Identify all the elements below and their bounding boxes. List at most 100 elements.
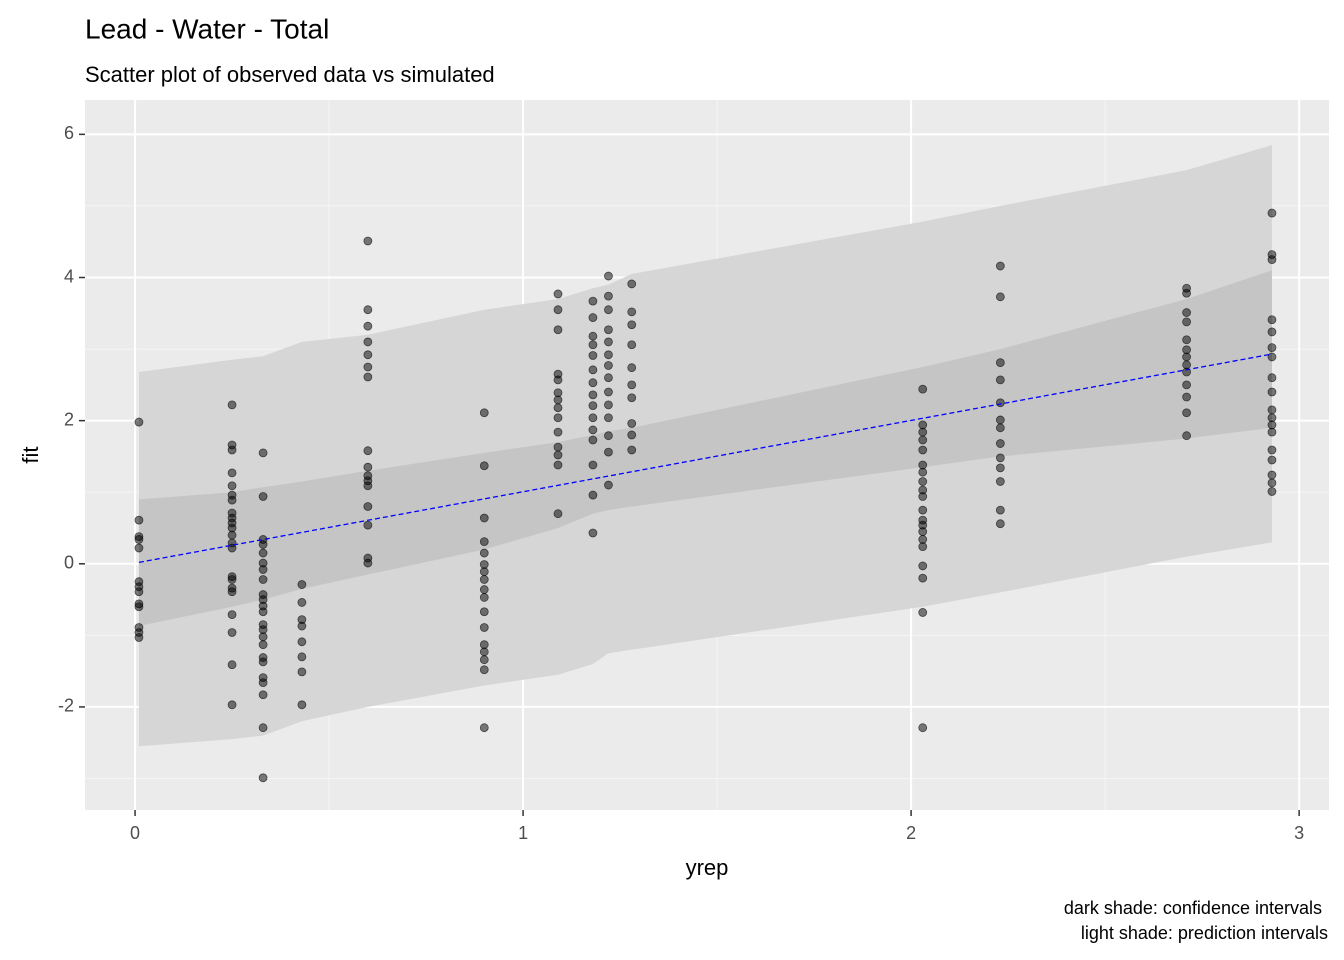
point xyxy=(1182,288,1191,298)
point xyxy=(227,495,237,505)
point xyxy=(604,361,613,370)
point xyxy=(627,393,637,403)
point xyxy=(258,723,268,733)
point xyxy=(604,387,613,397)
point xyxy=(479,623,489,632)
point xyxy=(1182,308,1191,317)
point xyxy=(258,575,268,584)
point xyxy=(227,400,237,410)
point xyxy=(995,358,1005,368)
point xyxy=(134,633,144,642)
point xyxy=(297,621,307,631)
point xyxy=(363,462,373,472)
point xyxy=(604,431,613,441)
point xyxy=(1267,352,1277,362)
point xyxy=(588,296,598,306)
point xyxy=(363,446,373,456)
point xyxy=(1267,255,1277,265)
point xyxy=(627,363,637,373)
fit-line xyxy=(138,353,1273,563)
point xyxy=(918,435,928,445)
point xyxy=(604,413,613,423)
point xyxy=(479,585,489,594)
point xyxy=(479,548,489,558)
point xyxy=(553,325,563,335)
point xyxy=(479,537,489,547)
point xyxy=(918,573,928,583)
point xyxy=(258,690,268,700)
point xyxy=(479,408,489,418)
point xyxy=(134,587,144,597)
point xyxy=(627,445,637,455)
point xyxy=(1267,315,1277,325)
point xyxy=(363,481,373,491)
point xyxy=(1267,208,1277,218)
point xyxy=(227,530,237,540)
point xyxy=(258,540,268,549)
point xyxy=(588,490,598,500)
point xyxy=(918,467,928,477)
point xyxy=(588,313,598,322)
point xyxy=(227,660,237,670)
point xyxy=(553,509,563,519)
point xyxy=(1182,380,1191,390)
point xyxy=(227,445,237,455)
point xyxy=(918,723,928,733)
point xyxy=(588,401,598,411)
point xyxy=(553,442,563,452)
point xyxy=(1182,392,1191,402)
point xyxy=(995,415,1005,425)
point xyxy=(1182,408,1191,418)
point xyxy=(918,542,928,552)
point xyxy=(553,413,563,423)
point xyxy=(479,665,489,675)
point xyxy=(627,430,637,440)
point xyxy=(604,350,613,360)
point xyxy=(553,395,563,405)
point xyxy=(134,515,144,525)
point xyxy=(627,279,637,289)
confidence-ribbon xyxy=(138,270,1272,627)
point xyxy=(363,520,373,530)
point xyxy=(995,423,1005,433)
point xyxy=(604,373,613,383)
point xyxy=(297,598,307,607)
point xyxy=(297,637,307,647)
x-tick-label: 1 xyxy=(518,823,528,843)
point xyxy=(918,384,928,394)
point xyxy=(258,448,268,458)
point xyxy=(479,607,489,617)
point xyxy=(588,460,598,470)
point xyxy=(995,477,1005,486)
point xyxy=(588,378,598,388)
point xyxy=(627,419,637,428)
point xyxy=(588,331,598,341)
point xyxy=(227,468,237,478)
point xyxy=(227,575,237,584)
point xyxy=(1267,478,1277,488)
y-tick-label: 6 xyxy=(64,123,74,143)
point xyxy=(1267,487,1277,496)
point xyxy=(1182,317,1191,327)
point xyxy=(995,505,1005,515)
point xyxy=(918,527,928,536)
point xyxy=(553,305,563,315)
point xyxy=(479,461,489,471)
point xyxy=(1267,327,1277,337)
point xyxy=(588,351,598,360)
point xyxy=(918,427,928,437)
point xyxy=(227,481,237,491)
point xyxy=(588,390,598,400)
point xyxy=(588,425,598,435)
point xyxy=(363,502,373,511)
point xyxy=(227,628,237,637)
x-tick-label: 0 xyxy=(130,823,140,843)
point xyxy=(627,380,637,390)
caption: light shade: prediction intervals xyxy=(1081,923,1328,943)
point xyxy=(479,593,489,602)
y-tick-label: 2 xyxy=(64,409,74,429)
point xyxy=(479,575,489,584)
point xyxy=(604,480,613,490)
point xyxy=(363,372,373,382)
point xyxy=(995,398,1005,408)
